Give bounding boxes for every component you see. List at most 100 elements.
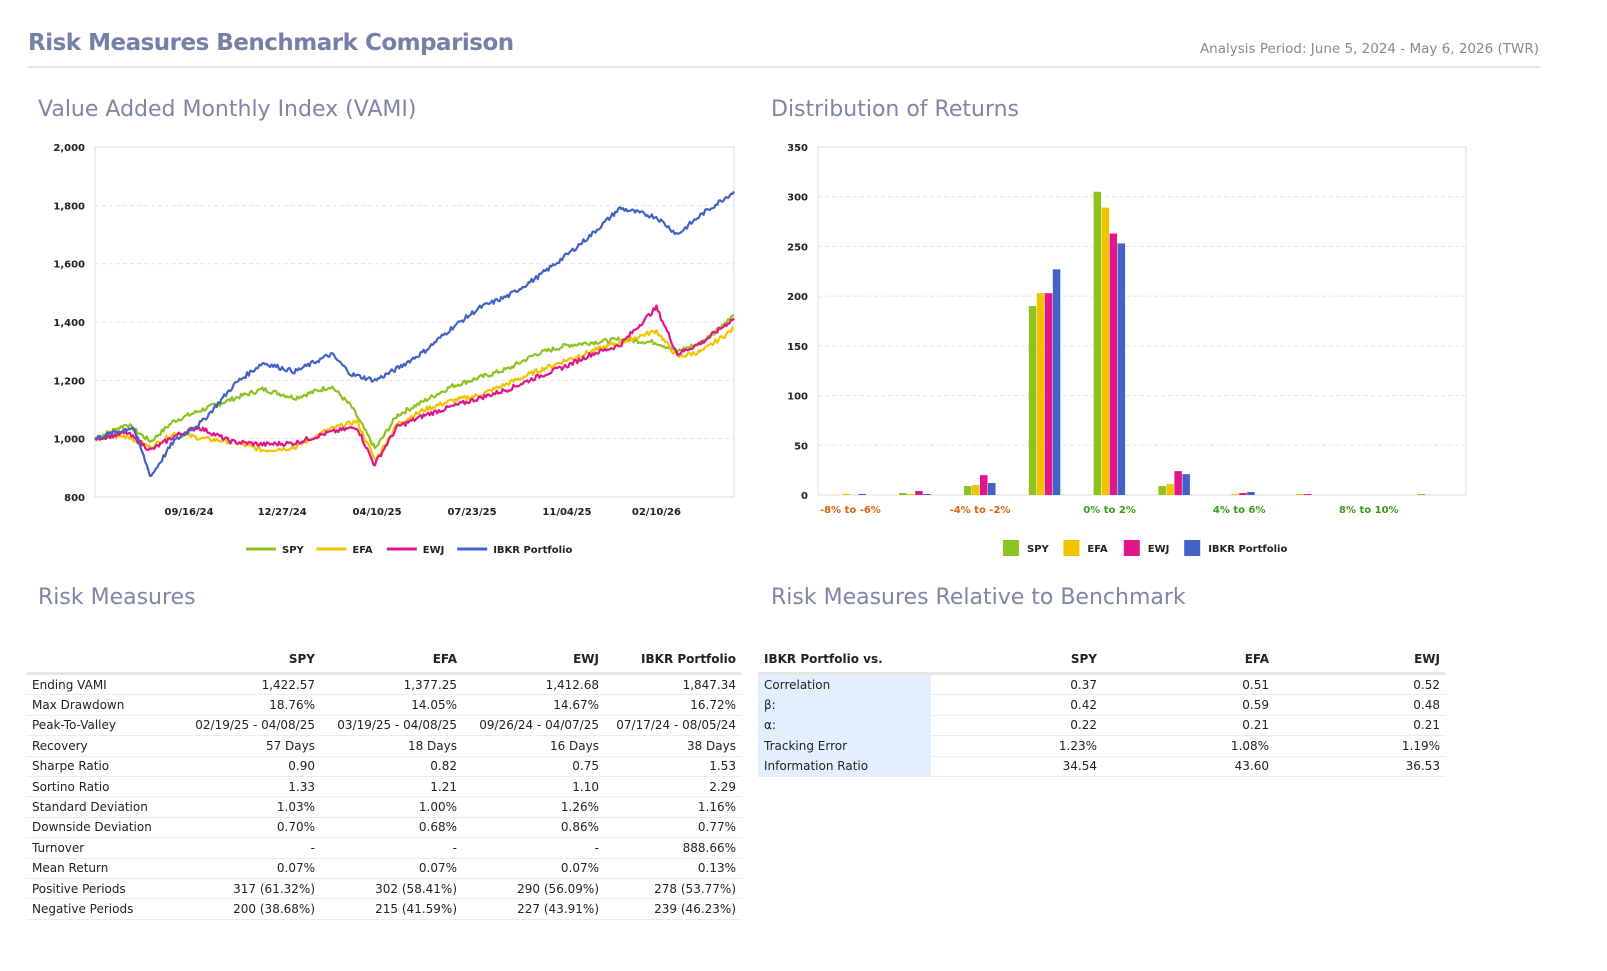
bar-efa-6 xyxy=(1231,494,1239,495)
series-line-ibkr-portfolio xyxy=(94,190,735,477)
table-cell: 0.22 xyxy=(931,715,1103,737)
column-header-spy: SPY xyxy=(186,644,321,675)
row-label: Information Ratio xyxy=(758,756,931,777)
y-tick-label: 300 xyxy=(787,193,808,204)
y-tick-label: 0 xyxy=(801,491,808,502)
x-tick-label: 07/23/25 xyxy=(447,507,496,518)
bar-ewj-7 xyxy=(1304,494,1312,495)
row-label: Sortino Ratio xyxy=(26,776,186,798)
bar-efa-3 xyxy=(1036,293,1045,495)
table-cell: 1.19% xyxy=(1275,735,1446,757)
series-line-efa xyxy=(94,326,735,462)
table-cell: 1.26% xyxy=(463,796,605,818)
table-cell: 1.21 xyxy=(321,776,463,798)
table-row: Downside Deviation 0.70% 0.68% 0.86% 0.77% xyxy=(26,817,742,839)
bar-ibkr-portfolio-4 xyxy=(1117,243,1126,495)
table-cell: 0.21 xyxy=(1275,715,1446,737)
legend-label-spy: SPY xyxy=(1027,544,1050,555)
column-header-efa: EFA xyxy=(321,644,463,675)
bar-ewj-3 xyxy=(1044,293,1053,495)
row-label: α: xyxy=(758,715,931,737)
row-label: Correlation xyxy=(758,673,931,696)
y-tick-label: 200 xyxy=(787,292,808,303)
risk-section-title: Risk Measures xyxy=(38,585,196,610)
table-cell: - xyxy=(463,837,605,859)
table-cell: 1,847.34 xyxy=(605,673,742,696)
row-label: Positive Periods xyxy=(26,878,186,900)
legend-swatch-efa xyxy=(1063,540,1080,556)
row-label: Turnover xyxy=(26,837,186,859)
table-cell: 1.00% xyxy=(321,796,463,818)
table-cell: 16.72% xyxy=(605,694,742,716)
column-header-label: IBKR Portfolio vs. xyxy=(758,644,931,675)
table-cell: 03/19/25 - 04/08/25 xyxy=(321,715,463,737)
legend-label-ibkr-portfolio: IBKR Portfolio xyxy=(1208,544,1287,555)
table-cell: 14.05% xyxy=(321,694,463,716)
y-tick-label: 1,600 xyxy=(53,260,85,271)
x-tick-label: 04/10/25 xyxy=(353,507,402,518)
table-row: Positive Periods 317 (61.32%) 302 (58.41%)… xyxy=(26,878,742,900)
column-header-efa: EFA xyxy=(1103,644,1275,675)
table-cell: 0.07% xyxy=(321,858,463,879)
bar-spy-5 xyxy=(1158,486,1166,495)
table-cell: 0.75 xyxy=(463,756,605,777)
table-cell: 302 (58.41%) xyxy=(321,878,463,900)
row-label: Standard Deviation xyxy=(26,796,186,818)
bar-efa-4 xyxy=(1101,207,1110,495)
x-tick-label: 11/04/25 xyxy=(542,507,591,518)
table-cell: 1.08% xyxy=(1103,735,1275,757)
plot-area xyxy=(94,146,735,498)
table-cell: 36.53 xyxy=(1275,756,1446,777)
table-cell: 1,422.57 xyxy=(186,673,321,696)
table-cell: 0.68% xyxy=(321,817,463,839)
table-cell: 1.16% xyxy=(605,796,742,818)
bar-spy-4 xyxy=(1093,191,1102,495)
table-cell: 215 (41.59%) xyxy=(321,898,463,920)
table-cell: 1.10 xyxy=(463,776,605,798)
table-cell: 14.67% xyxy=(463,694,605,716)
row-label: Downside Deviation xyxy=(26,817,186,839)
bar-ibkr-portfolio-0 xyxy=(858,494,866,495)
table-cell: 0.70% xyxy=(186,817,321,839)
table-cell: 0.21 xyxy=(1103,715,1275,737)
bar-efa-0 xyxy=(842,494,850,495)
table-cell: 1,377.25 xyxy=(321,673,463,696)
relative-section-title: Risk Measures Relative to Benchmark xyxy=(771,585,1186,610)
x-tick-label: 02/10/26 xyxy=(632,507,681,518)
x-tick-label: 09/16/24 xyxy=(164,507,213,518)
table-row: Mean Return 0.07% 0.07% 0.07% 0.13% xyxy=(26,858,742,879)
table-cell: 0.07% xyxy=(463,858,605,879)
analysis-period: Analysis Period: June 5, 2024 - May 6, 2… xyxy=(1199,41,1539,57)
table-cell: 290 (56.09%) xyxy=(463,878,605,900)
table-row: Tracking Error 1.23% 1.08% 1.19% xyxy=(758,735,1446,757)
y-tick-label: 1,400 xyxy=(53,318,85,329)
x-category-label: 0% to 2% xyxy=(1083,505,1136,516)
plot-area xyxy=(817,146,1467,496)
bar-ewj-5 xyxy=(1174,471,1182,495)
column-header-label xyxy=(26,644,186,675)
bar-ibkr-portfolio-6 xyxy=(1247,492,1255,495)
table-cell: 0.90 xyxy=(186,756,321,777)
table-cell: 0.77% xyxy=(605,817,742,839)
row-label: Max Drawdown xyxy=(26,694,186,716)
bar-ibkr-portfolio-2 xyxy=(988,483,996,495)
legend-label-efa: EFA xyxy=(352,545,373,556)
vami-chart: 800 1,000 1,200 1,400 1,600 1,800 2,000 09/16/2… xyxy=(30,135,750,570)
series-line-ewj xyxy=(94,304,735,467)
page-title: Risk Measures Benchmark Comparison xyxy=(28,30,514,56)
legend-label-ibkr-portfolio: IBKR Portfolio xyxy=(493,545,572,556)
bar-efa-1 xyxy=(907,494,915,495)
row-label: Sharpe Ratio xyxy=(26,756,186,777)
table-cell: 0.51 xyxy=(1103,673,1275,696)
table-cell: 1.23% xyxy=(931,735,1103,757)
table-row: Recovery 57 Days 18 Days 16 Days 38 Days xyxy=(26,735,742,757)
table-row: Peak-To-Valley 02/19/25 - 04/08/25 03/19/2… xyxy=(26,715,742,737)
row-label: β: xyxy=(758,694,931,716)
table-cell: 0.59 xyxy=(1103,694,1275,716)
bar-spy-9 xyxy=(1417,494,1426,495)
legend-label-ewj: EWJ xyxy=(423,545,445,556)
table-cell: 07/17/24 - 08/05/24 xyxy=(605,715,742,737)
row-label: Peak-To-Valley xyxy=(26,715,186,737)
table-cell: 0.42 xyxy=(931,694,1103,716)
table-cell: - xyxy=(186,837,321,859)
